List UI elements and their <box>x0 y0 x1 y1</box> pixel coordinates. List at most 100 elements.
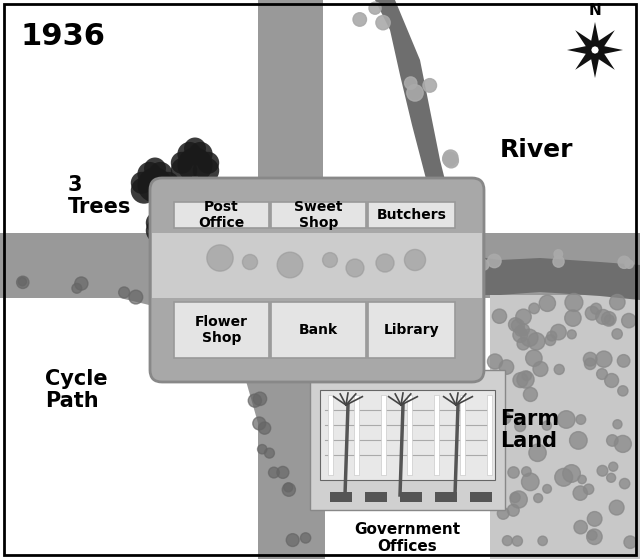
Polygon shape <box>0 278 325 559</box>
Bar <box>368 202 455 228</box>
Polygon shape <box>490 295 640 559</box>
Circle shape <box>163 202 188 226</box>
Circle shape <box>444 154 458 168</box>
Circle shape <box>404 249 426 271</box>
Circle shape <box>613 420 622 429</box>
Circle shape <box>586 306 599 320</box>
Circle shape <box>227 338 238 349</box>
Circle shape <box>72 283 82 293</box>
Text: Library: Library <box>384 323 439 337</box>
Circle shape <box>197 152 219 174</box>
Bar <box>271 302 366 358</box>
Circle shape <box>243 254 257 269</box>
Circle shape <box>625 260 633 268</box>
Circle shape <box>609 462 618 471</box>
Circle shape <box>177 142 202 166</box>
Bar <box>470 492 492 502</box>
Circle shape <box>146 217 172 244</box>
Circle shape <box>517 371 534 388</box>
Circle shape <box>567 330 576 339</box>
Circle shape <box>207 245 233 271</box>
Circle shape <box>584 484 594 494</box>
Text: Sweet
Shop: Sweet Shop <box>294 200 343 230</box>
Bar <box>0 233 258 298</box>
Circle shape <box>502 536 513 546</box>
Circle shape <box>545 335 556 345</box>
Circle shape <box>602 311 616 326</box>
Circle shape <box>376 254 394 272</box>
Circle shape <box>618 354 630 367</box>
Circle shape <box>618 256 630 268</box>
Bar <box>152 196 157 211</box>
Circle shape <box>512 536 522 546</box>
Circle shape <box>376 16 390 30</box>
Circle shape <box>499 413 511 424</box>
Text: 1936: 1936 <box>20 22 105 51</box>
Circle shape <box>286 534 299 547</box>
Circle shape <box>148 162 173 186</box>
Circle shape <box>269 467 279 478</box>
Circle shape <box>610 295 625 310</box>
Circle shape <box>533 362 548 376</box>
Circle shape <box>578 475 586 484</box>
Circle shape <box>597 466 608 476</box>
Circle shape <box>596 351 612 367</box>
Circle shape <box>492 309 507 323</box>
Circle shape <box>423 79 436 92</box>
Circle shape <box>529 303 540 314</box>
Circle shape <box>146 212 168 234</box>
Text: 3
Trees: 3 Trees <box>68 175 131 216</box>
Circle shape <box>157 172 179 194</box>
Bar <box>174 302 269 358</box>
Circle shape <box>618 386 628 396</box>
Circle shape <box>543 485 552 493</box>
Circle shape <box>522 467 531 476</box>
Circle shape <box>574 520 588 534</box>
Circle shape <box>159 197 181 220</box>
Circle shape <box>540 295 556 311</box>
Circle shape <box>407 84 423 101</box>
Circle shape <box>171 157 197 184</box>
Bar <box>330 492 352 502</box>
Circle shape <box>510 492 520 503</box>
Circle shape <box>200 315 209 325</box>
Circle shape <box>515 421 525 432</box>
Bar <box>400 492 422 502</box>
Bar <box>322 233 640 298</box>
Circle shape <box>152 207 188 243</box>
Circle shape <box>620 479 630 489</box>
Circle shape <box>224 340 237 353</box>
Circle shape <box>264 448 275 458</box>
Circle shape <box>75 277 88 290</box>
Circle shape <box>17 276 29 288</box>
Circle shape <box>188 142 212 166</box>
Circle shape <box>557 411 575 428</box>
Circle shape <box>168 217 194 244</box>
Text: River: River <box>500 138 573 162</box>
Circle shape <box>515 326 525 336</box>
Circle shape <box>564 310 581 326</box>
Circle shape <box>248 394 261 407</box>
Circle shape <box>144 158 166 179</box>
Circle shape <box>511 319 524 332</box>
Circle shape <box>588 530 597 540</box>
Text: Bank: Bank <box>299 323 338 337</box>
Circle shape <box>174 300 184 310</box>
Bar <box>381 395 386 475</box>
Bar <box>174 202 269 228</box>
Text: Butchers: Butchers <box>376 208 447 222</box>
FancyBboxPatch shape <box>150 178 484 382</box>
Circle shape <box>248 362 259 374</box>
Circle shape <box>565 293 583 311</box>
Bar <box>152 233 482 298</box>
Circle shape <box>118 287 130 298</box>
Text: Post
Office: Post Office <box>198 200 244 230</box>
Bar <box>258 297 323 559</box>
Bar <box>434 395 439 475</box>
Circle shape <box>458 245 472 259</box>
Circle shape <box>172 297 185 311</box>
Bar <box>320 390 495 480</box>
Circle shape <box>607 473 616 482</box>
Polygon shape <box>567 22 623 78</box>
Circle shape <box>441 220 458 236</box>
